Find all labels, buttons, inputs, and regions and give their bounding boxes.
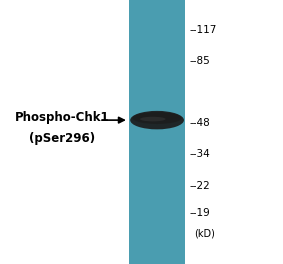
Text: --19: --19 xyxy=(190,208,210,218)
Text: --34: --34 xyxy=(190,149,210,159)
Text: Phospho-Chk1: Phospho-Chk1 xyxy=(15,111,110,124)
Text: --22: --22 xyxy=(190,181,210,191)
Bar xyxy=(129,0,185,264)
Ellipse shape xyxy=(130,111,184,129)
Text: (kD): (kD) xyxy=(194,229,215,239)
Ellipse shape xyxy=(140,117,166,121)
Text: (pSer296): (pSer296) xyxy=(29,132,95,145)
Ellipse shape xyxy=(132,112,182,124)
Text: --117: --117 xyxy=(190,25,217,35)
Text: --85: --85 xyxy=(190,56,210,66)
Text: --48: --48 xyxy=(190,118,210,128)
Ellipse shape xyxy=(136,113,179,120)
